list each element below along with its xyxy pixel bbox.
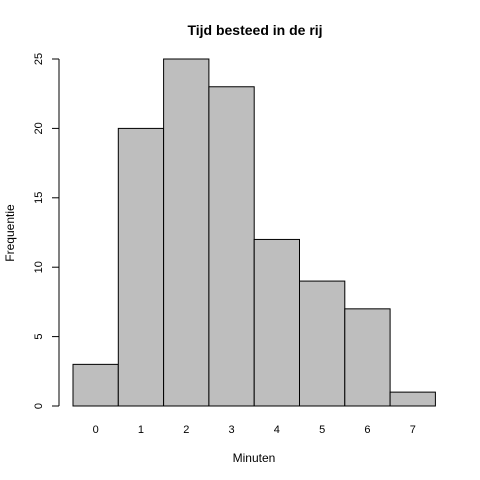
y-tick-label-5: 5 <box>33 334 45 340</box>
y-axis: 0 5 10 15 20 25 <box>33 53 60 409</box>
bar-5 <box>299 280 346 407</box>
x-tick-label-3: 3 <box>228 424 234 436</box>
x-tick-label-5: 5 <box>319 424 325 436</box>
x-tick-label-1: 1 <box>138 424 144 436</box>
x-tick-label-2: 2 <box>183 424 189 436</box>
x-tick-label-7: 7 <box>410 424 416 436</box>
y-tick-label-10: 10 <box>33 261 45 273</box>
y-axis-label: Frequentie <box>3 204 17 262</box>
bar-0 <box>72 363 119 407</box>
bars-group <box>72 58 436 407</box>
bar-3 <box>208 86 255 407</box>
chart-title: Tijd besteed in de rij <box>187 22 322 38</box>
bar-4 <box>253 238 300 407</box>
bar-6 <box>344 308 391 407</box>
bar-7 <box>389 391 436 407</box>
bar-1 <box>117 127 165 407</box>
x-axis: 0 1 2 3 4 5 6 7 <box>93 424 416 436</box>
x-tick-label-6: 6 <box>364 424 370 436</box>
bar-2 <box>163 58 210 407</box>
x-tick-label-0: 0 <box>93 424 99 436</box>
y-tick-label-20: 20 <box>33 122 45 134</box>
y-tick-label-0: 0 <box>33 403 45 409</box>
y-tick-label-15: 15 <box>33 192 45 204</box>
x-tick-label-4: 4 <box>274 424 280 436</box>
x-axis-label: Minuten <box>233 451 276 465</box>
y-tick-label-25: 25 <box>33 53 45 65</box>
